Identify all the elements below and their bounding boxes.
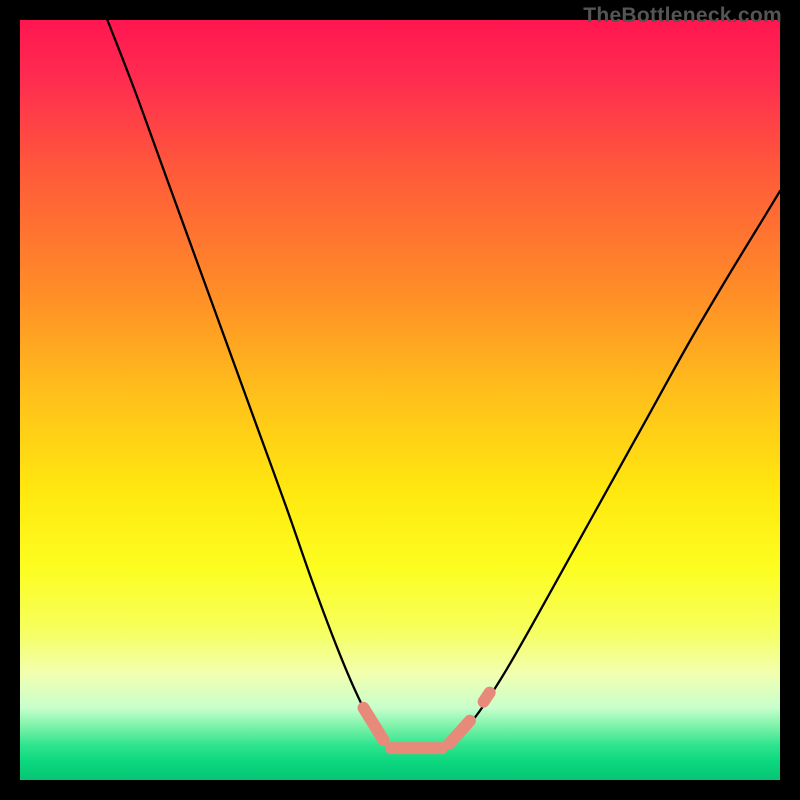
watermark-text: TheBottleneck.com <box>583 4 782 28</box>
chart-container: TheBottleneck.com <box>0 0 800 800</box>
bottleneck-chart <box>0 0 800 800</box>
plot-area <box>20 20 780 780</box>
highlight-segment <box>484 693 490 702</box>
